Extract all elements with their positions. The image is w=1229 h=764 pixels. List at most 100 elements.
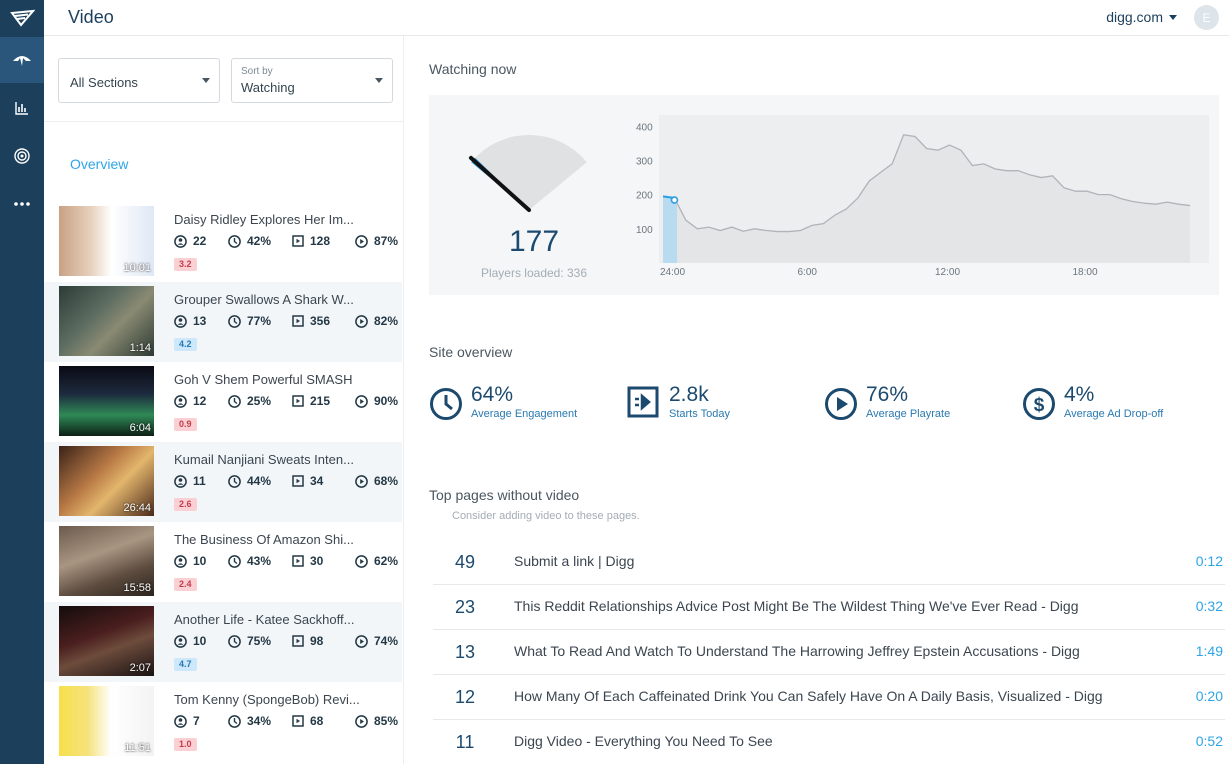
user-icon (174, 634, 187, 648)
video-stat-value: 77% (247, 314, 272, 328)
video-stat-value: 22 (193, 234, 207, 248)
video-duration: 11:51 (124, 742, 151, 754)
sort-select[interactable]: Sort by Watching (231, 58, 393, 103)
video-thumbnail[interactable]: 6:04 (59, 366, 154, 436)
chevron-down-icon (202, 78, 210, 83)
page-time: 0:52 (1195, 733, 1223, 749)
video-stat-viewers: 22 (174, 234, 228, 248)
video-stats: 7 34% 68 85% (174, 714, 402, 728)
video-stat-starts: 30 (292, 554, 355, 568)
tab-overview[interactable]: Overview (70, 156, 129, 172)
video-stat-value: 43% (247, 554, 272, 568)
video-thumbnail[interactable]: 1:14 (59, 286, 154, 356)
top-page-row[interactable]: 11 Digg Video - Everything You Need To S… (433, 720, 1225, 764)
section-select[interactable]: All Sections (58, 58, 220, 103)
site-overview-heading: Site overview (429, 344, 513, 360)
top-page-row[interactable]: 12 How Many Of Each Caffeinated Drink Yo… (433, 675, 1225, 720)
video-stats: 11 44% 34 68% (174, 474, 402, 488)
video-title[interactable]: Kumail Nanjiani Sweats Inten... (174, 452, 354, 467)
top-page-row[interactable]: 13 What To Read And Watch To Understand … (433, 630, 1225, 675)
more-icon[interactable] (0, 181, 44, 227)
play-icon (355, 314, 368, 328)
video-stat-value: 68% (374, 474, 399, 488)
video-stat-value: 90% (374, 394, 399, 408)
target-icon[interactable] (0, 133, 44, 179)
engagement-metric: 64% Average Engagement (429, 380, 609, 428)
dashboard-icon[interactable] (0, 37, 44, 83)
site-selector[interactable]: digg.com (1106, 9, 1177, 25)
video-duration: 15:58 (123, 582, 151, 594)
starts-icon (292, 475, 304, 487)
video-stat-engagement: 34% (228, 714, 292, 728)
video-stat-value: 87% (374, 234, 399, 248)
y-tick-label: 100 (636, 225, 653, 236)
sort-select-value: Watching (241, 80, 295, 95)
analytics-icon[interactable] (0, 85, 44, 131)
video-row[interactable]: 10:01 Daisy Ridley Explores Her Im... 22… (44, 202, 402, 282)
video-row[interactable]: 1:14 Grouper Swallows A Shark W... 13 77%… (44, 282, 402, 362)
video-row[interactable]: 2:07 Another Life - Katee Sackhoff... 10… (44, 602, 402, 682)
page-title-link[interactable]: Submit a link | Digg (514, 553, 635, 569)
video-thumbnail[interactable]: 11:51 (59, 686, 154, 756)
video-stat-value: 10 (193, 634, 207, 648)
page-title-link[interactable]: How Many Of Each Caffeinated Drink You C… (514, 688, 1103, 704)
x-tick-label: 24:00 (660, 267, 685, 278)
top-page-row[interactable]: 49 Submit a link | Digg 0:12 (433, 540, 1225, 585)
clock-icon (228, 394, 241, 408)
video-stat-viewers: 13 (174, 314, 228, 328)
video-thumbnail[interactable]: 15:58 (59, 526, 154, 596)
video-thumbnail[interactable]: 26:44 (59, 446, 154, 516)
video-stat-starts: 98 (292, 634, 355, 648)
video-row[interactable]: 6:04 Goh V Shem Powerful SMASH 12 25% 215 9… (44, 362, 402, 442)
watching-now-heading: Watching now (429, 61, 517, 77)
starts-icon (292, 395, 304, 407)
video-title[interactable]: Daisy Ridley Explores Her Im... (174, 212, 354, 227)
x-tick-label: 6:00 (798, 267, 818, 278)
video-row[interactable]: 15:58 The Business Of Amazon Shi... 10 43… (44, 522, 402, 602)
page-title: Video (68, 7, 114, 27)
video-stat-value: 7 (193, 714, 200, 728)
gauge (429, 95, 629, 295)
logo-icon[interactable] (0, 0, 44, 36)
video-duration: 2:07 (129, 662, 151, 674)
video-list: 10:01 Daisy Ridley Explores Her Im... 22… (44, 202, 404, 762)
video-thumbnail[interactable]: 2:07 (59, 606, 154, 676)
video-stat-playrate: 68% (355, 474, 402, 488)
user-icon (174, 474, 187, 488)
video-stat-value: 34 (310, 474, 324, 488)
page-title-link[interactable]: What To Read And Watch To Understand The… (514, 643, 1080, 659)
top-page-row[interactable]: 23 This Reddit Relationships Advice Post… (433, 585, 1225, 630)
video-row[interactable]: 26:44 Kumail Nanjiani Sweats Inten... 11… (44, 442, 402, 522)
page-title-link[interactable]: This Reddit Relationships Advice Post Mi… (514, 598, 1079, 614)
video-title[interactable]: Grouper Swallows A Shark W... (174, 292, 354, 307)
video-title[interactable]: Tom Kenny (SpongeBob) Revi... (174, 692, 360, 707)
page-time: 0:12 (1195, 553, 1223, 569)
page-time: 0:20 (1195, 688, 1223, 704)
engagement-value: 64% (471, 383, 514, 406)
score-badge: 4.2 (174, 338, 197, 351)
score-badge: 2.4 (174, 578, 197, 591)
page-count: 12 (454, 687, 476, 707)
video-thumbnail[interactable]: 10:01 (59, 206, 154, 276)
video-title[interactable]: Goh V Shem Powerful SMASH (174, 372, 353, 387)
video-stat-engagement: 77% (228, 314, 292, 328)
current-highlight (663, 196, 677, 263)
y-tick-label: 200 (636, 191, 653, 202)
play-icon (355, 394, 368, 408)
play-icon (355, 554, 368, 568)
user-icon (174, 234, 187, 248)
page-count: 49 (454, 552, 476, 572)
video-row[interactable]: 11:51 Tom Kenny (SpongeBob) Revi... 7 34%… (44, 682, 402, 762)
score-badge: 4.7 (174, 658, 197, 671)
page-title-link[interactable]: Digg Video - Everything You Need To See (514, 733, 773, 749)
video-stat-value: 128 (310, 234, 331, 248)
starts-label: Starts Today (669, 408, 730, 420)
video-title[interactable]: Another Life - Katee Sackhoff... (174, 612, 355, 627)
ad-dropoff-metric: $ 4% Average Ad Drop-off (1022, 380, 1212, 428)
playrate-label: Average Playrate (866, 408, 951, 420)
video-stat-value: 44% (247, 474, 272, 488)
video-title[interactable]: The Business Of Amazon Shi... (174, 532, 354, 547)
y-tick-label: 300 (636, 156, 653, 167)
sort-select-label: Sort by (241, 66, 273, 77)
avatar[interactable]: E (1194, 5, 1219, 30)
